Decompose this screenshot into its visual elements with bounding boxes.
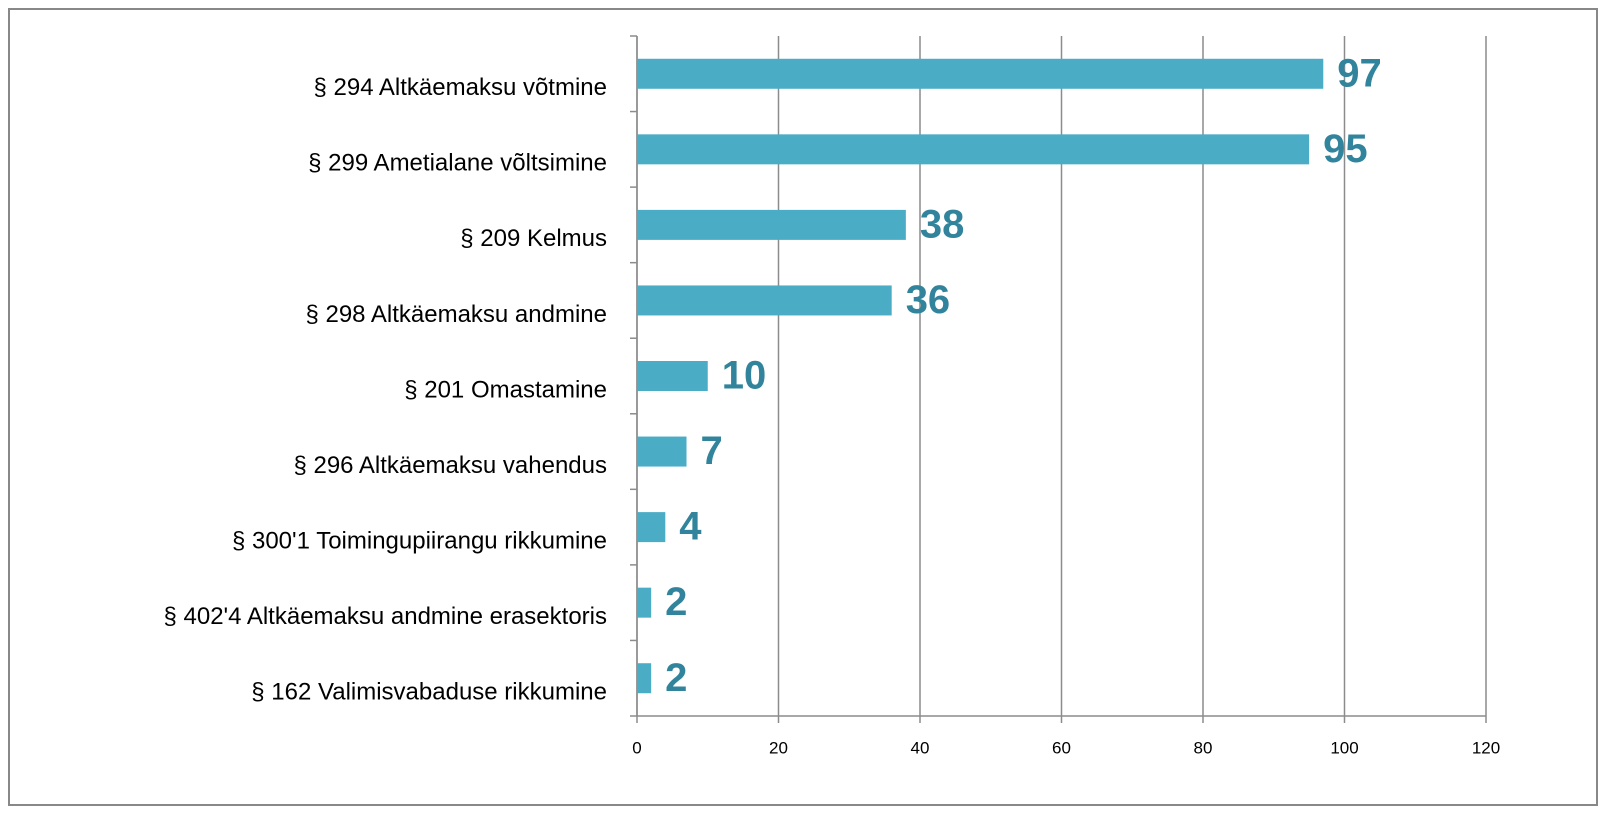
value-label: 2 [665,580,687,624]
value-label: 10 [722,354,767,398]
bar [637,512,666,543]
y-tick-label: § 209 Kelmus [460,225,607,252]
y-tick-label: § 162 Valimisvabaduse rikkumine [251,679,607,706]
bar [637,436,687,467]
value-label: 4 [679,505,702,549]
y-tick-label: § 201 Omastamine [404,376,607,403]
bar [637,587,652,618]
y-tick-label: § 294 Altkäemaksu võtmine [314,74,608,101]
value-label: 36 [906,278,951,322]
value-label: 2 [665,656,687,700]
x-tick-label: 40 [911,738,930,757]
bar [637,361,708,391]
x-tick-label: 0 [632,738,641,757]
x-tick-label: 20 [769,738,788,757]
y-tick-label: § 298 Altkäemaksu andmine [305,301,607,328]
bar [637,58,1324,89]
bar [637,285,892,316]
y-tick-label: § 300'1 Toimingupiirangu rikkumine [232,527,607,554]
x-tick-label: 80 [1194,738,1213,757]
bar [637,134,1310,165]
y-tick-label: § 299 Ametialane võltsimine [308,150,607,177]
value-label: 7 [701,429,723,473]
x-tick-label: 60 [1052,738,1071,757]
bar [637,663,652,694]
x-tick-label: 100 [1330,738,1358,757]
value-label: 38 [920,202,965,246]
y-tick-label: § 296 Altkäemaksu vahendus [293,452,607,479]
x-tick-label: 120 [1472,738,1500,757]
value-label: 97 [1337,51,1382,95]
value-label: 95 [1323,127,1368,171]
bar [637,209,906,240]
y-tick-label: § 402'4 Altkäemaksu andmine erasektoris [164,603,608,630]
